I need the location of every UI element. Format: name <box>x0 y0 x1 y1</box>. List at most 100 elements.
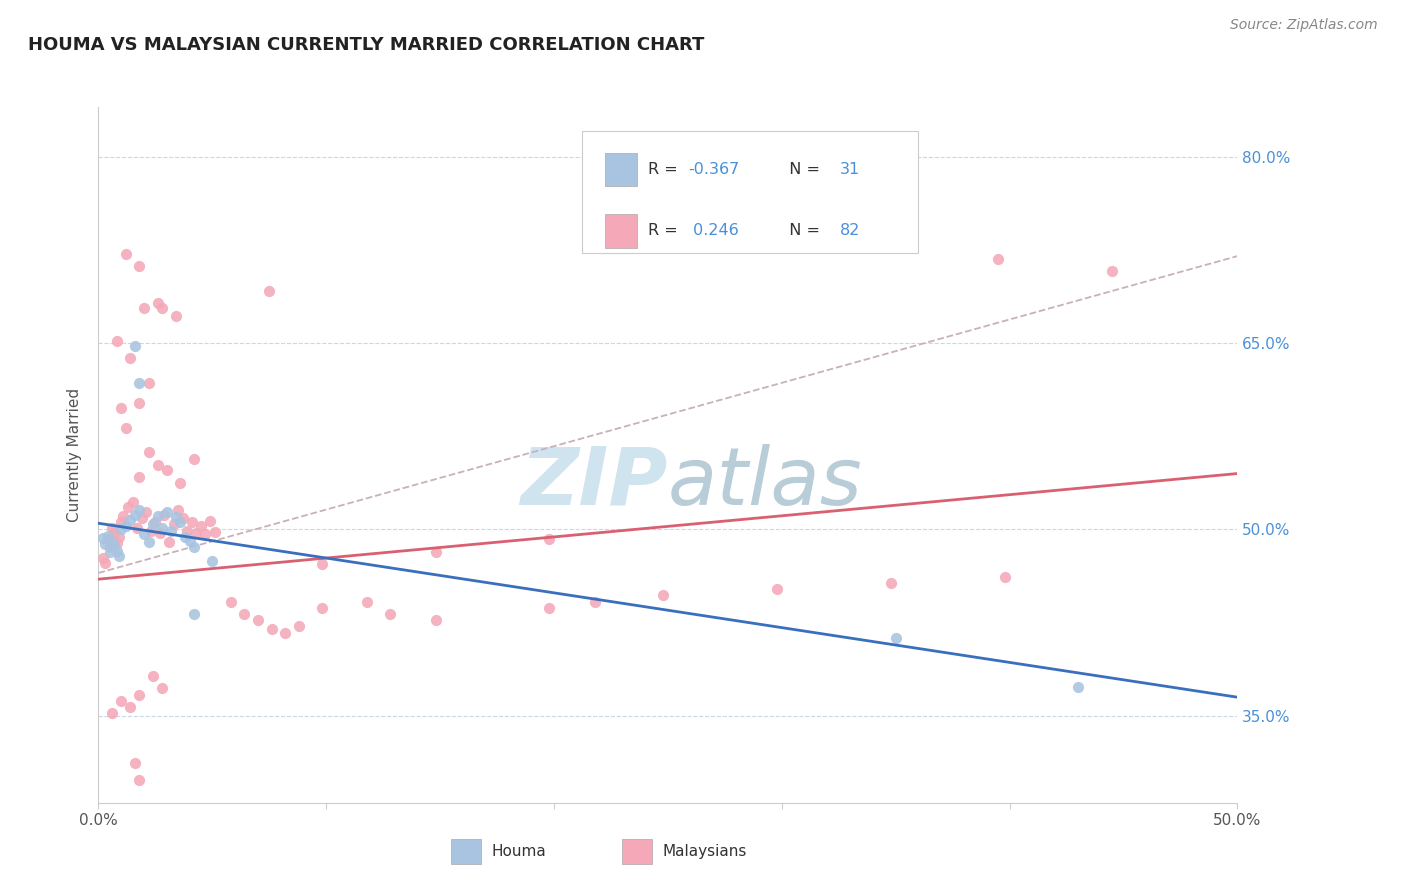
Point <box>165 309 187 323</box>
Point <box>96 529 118 543</box>
Point <box>153 508 176 522</box>
Point <box>172 511 194 525</box>
Point <box>174 530 197 544</box>
Text: N =: N = <box>779 223 825 238</box>
Point <box>128 773 150 788</box>
Point <box>114 518 136 533</box>
Point <box>378 607 401 621</box>
Point <box>179 533 201 548</box>
FancyBboxPatch shape <box>605 153 637 186</box>
Point <box>260 622 283 636</box>
Point <box>105 536 128 550</box>
Point <box>180 515 202 529</box>
Point <box>233 607 256 621</box>
Point <box>138 534 160 549</box>
Point <box>110 515 132 529</box>
Point <box>128 376 150 390</box>
Point <box>128 395 150 409</box>
Text: 0.246: 0.246 <box>689 223 740 238</box>
Point <box>101 521 124 535</box>
Point <box>176 524 198 538</box>
Point <box>150 521 173 535</box>
Point <box>156 463 179 477</box>
Point <box>124 756 146 770</box>
Point <box>108 549 131 563</box>
Point <box>138 376 160 390</box>
Text: Houma: Houma <box>491 844 546 859</box>
Text: Malaysians: Malaysians <box>662 844 747 859</box>
Point <box>1067 680 1090 694</box>
Point <box>110 694 132 708</box>
Point <box>132 527 155 541</box>
Point <box>156 505 179 519</box>
Point <box>114 246 136 260</box>
Point <box>142 517 165 532</box>
Point <box>128 502 150 516</box>
Y-axis label: Currently Married: Currently Married <box>67 388 83 522</box>
Point <box>110 523 132 537</box>
Point <box>139 524 162 538</box>
Point <box>583 594 606 608</box>
Point <box>120 351 142 365</box>
Point <box>101 706 124 721</box>
Point <box>149 526 172 541</box>
FancyBboxPatch shape <box>623 839 652 864</box>
Point <box>114 420 136 434</box>
FancyBboxPatch shape <box>605 214 637 248</box>
Point <box>110 401 132 415</box>
Point <box>120 700 142 714</box>
Point <box>142 669 165 683</box>
Text: atlas: atlas <box>668 443 863 522</box>
Point <box>91 551 114 566</box>
Point <box>183 607 205 621</box>
Point <box>157 534 180 549</box>
Point <box>165 510 187 524</box>
Point <box>186 526 208 541</box>
Text: N =: N = <box>779 162 825 178</box>
Point <box>987 252 1010 266</box>
Point <box>120 512 142 526</box>
Text: 82: 82 <box>839 223 860 238</box>
Point <box>146 296 169 310</box>
Point <box>150 681 173 696</box>
Text: 31: 31 <box>839 162 860 178</box>
Point <box>124 338 146 352</box>
Point <box>219 594 242 608</box>
Point <box>425 613 447 627</box>
Point <box>150 301 173 316</box>
Point <box>169 476 191 491</box>
Point <box>288 619 311 633</box>
Point <box>98 540 121 554</box>
Point <box>880 575 903 590</box>
Point <box>246 613 269 627</box>
Point <box>101 534 124 549</box>
Text: ZIP: ZIP <box>520 443 668 522</box>
Point <box>128 470 150 484</box>
Point <box>138 445 160 459</box>
Point <box>128 259 150 273</box>
Text: R =: R = <box>648 223 683 238</box>
Point <box>311 558 333 572</box>
Point <box>121 495 143 509</box>
Text: -0.367: -0.367 <box>689 162 740 178</box>
Point <box>135 505 157 519</box>
Point <box>538 533 561 547</box>
Point <box>311 600 333 615</box>
Point <box>652 588 675 602</box>
Point <box>94 537 117 551</box>
Point <box>167 502 190 516</box>
FancyBboxPatch shape <box>582 131 918 253</box>
Point <box>112 508 135 523</box>
Point <box>201 553 224 567</box>
Point <box>127 521 149 535</box>
Text: HOUMA VS MALAYSIAN CURRENTLY MARRIED CORRELATION CHART: HOUMA VS MALAYSIAN CURRENTLY MARRIED COR… <box>28 36 704 54</box>
Point <box>103 539 125 553</box>
Point <box>162 517 184 532</box>
Point <box>105 334 128 348</box>
Point <box>98 545 121 559</box>
Point <box>884 631 907 645</box>
Text: Source: ZipAtlas.com: Source: ZipAtlas.com <box>1230 18 1378 32</box>
Point <box>259 284 281 298</box>
Point <box>1101 264 1123 278</box>
Text: R =: R = <box>648 162 683 178</box>
